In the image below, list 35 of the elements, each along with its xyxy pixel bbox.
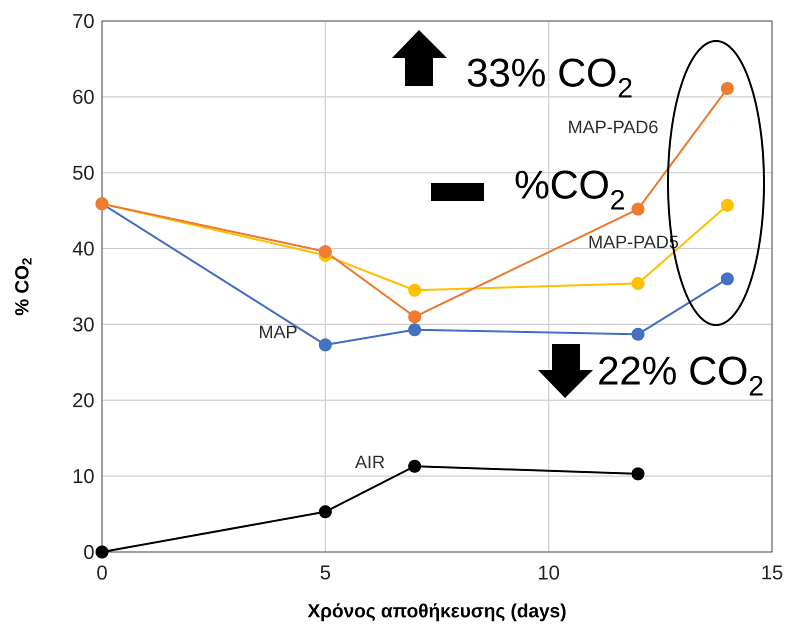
y-tick-label: 60: [73, 90, 94, 104]
point: [318, 505, 332, 518]
point: [632, 202, 645, 216]
y-tick-label: 10: [74, 469, 94, 484]
point: [318, 245, 332, 258]
point: [408, 323, 422, 336]
x-tick-label: 0: [97, 566, 107, 580]
series-label: MAP-PAD6: [569, 120, 658, 134]
point: [408, 284, 422, 297]
point: [632, 328, 645, 341]
y-tick-label: 20: [73, 393, 94, 408]
annotation: 33% CO$_{2}$: [468, 58, 632, 98]
y-tick-label: 50: [73, 166, 94, 180]
y-tick-label: 0: [84, 544, 94, 560]
annotation: %CO$_{2}$: [516, 170, 624, 210]
x-tick-label: 5: [320, 566, 330, 580]
y-tick-label: 30: [73, 317, 94, 332]
series-label: AIR: [355, 456, 384, 468]
y-tick-label: 40: [72, 241, 94, 256]
x-tick-label: 10: [539, 566, 560, 580]
point: [96, 545, 109, 558]
point: [408, 460, 422, 473]
x-axis-title: Χρόνος αποθήκευσης (days): [308, 603, 566, 622]
point: [720, 272, 734, 286]
point: [318, 338, 332, 352]
point: [632, 467, 645, 480]
y-axis-title: % CO$_{2}$: [15, 258, 32, 316]
point: [632, 276, 645, 290]
point: [408, 310, 422, 324]
point: [720, 82, 734, 95]
x-tick-label: 15: [762, 566, 782, 580]
y-tick-label: 70: [73, 14, 94, 28]
series-label: MAP: [260, 326, 297, 338]
point: [720, 198, 734, 212]
annotation: 22% CO$_{2}$: [599, 356, 763, 396]
